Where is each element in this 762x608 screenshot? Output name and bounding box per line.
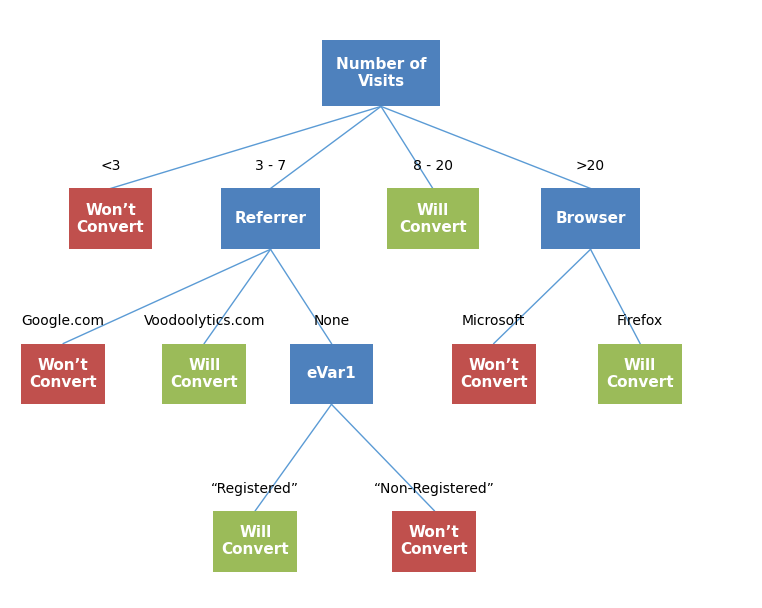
FancyBboxPatch shape bbox=[541, 188, 640, 249]
FancyBboxPatch shape bbox=[21, 344, 105, 404]
FancyBboxPatch shape bbox=[387, 188, 479, 249]
Text: Will
Convert: Will Convert bbox=[171, 358, 238, 390]
Text: Will
Convert: Will Convert bbox=[222, 525, 289, 558]
Text: None: None bbox=[313, 314, 350, 328]
Text: Will
Convert: Will Convert bbox=[399, 202, 466, 235]
Text: >20: >20 bbox=[576, 159, 605, 173]
Text: Number of
Visits: Number of Visits bbox=[336, 57, 426, 89]
Text: Won’t
Convert: Won’t Convert bbox=[401, 525, 468, 558]
FancyBboxPatch shape bbox=[69, 188, 152, 249]
Text: Firefox: Firefox bbox=[617, 314, 663, 328]
Text: eVar1: eVar1 bbox=[306, 367, 357, 381]
Text: Microsoft: Microsoft bbox=[462, 314, 526, 328]
Text: Will
Convert: Will Convert bbox=[607, 358, 674, 390]
FancyBboxPatch shape bbox=[221, 188, 320, 249]
Text: “Non-Registered”: “Non-Registered” bbox=[374, 482, 495, 496]
FancyBboxPatch shape bbox=[290, 344, 373, 404]
Text: Referrer: Referrer bbox=[235, 212, 306, 226]
FancyBboxPatch shape bbox=[452, 344, 536, 404]
Text: Browser: Browser bbox=[555, 212, 626, 226]
Text: <3: <3 bbox=[101, 159, 120, 173]
FancyBboxPatch shape bbox=[162, 344, 246, 404]
Text: Won’t
Convert: Won’t Convert bbox=[30, 358, 97, 390]
Text: Voodoolytics.com: Voodoolytics.com bbox=[143, 314, 265, 328]
Text: Won’t
Convert: Won’t Convert bbox=[77, 202, 144, 235]
FancyBboxPatch shape bbox=[322, 40, 440, 106]
FancyBboxPatch shape bbox=[392, 511, 476, 572]
Text: Google.com: Google.com bbox=[22, 314, 104, 328]
FancyBboxPatch shape bbox=[598, 344, 682, 404]
FancyBboxPatch shape bbox=[213, 511, 297, 572]
Text: Won’t
Convert: Won’t Convert bbox=[460, 358, 527, 390]
Text: 3 - 7: 3 - 7 bbox=[255, 159, 286, 173]
Text: “Registered”: “Registered” bbox=[211, 482, 299, 496]
Text: 8 - 20: 8 - 20 bbox=[413, 159, 453, 173]
